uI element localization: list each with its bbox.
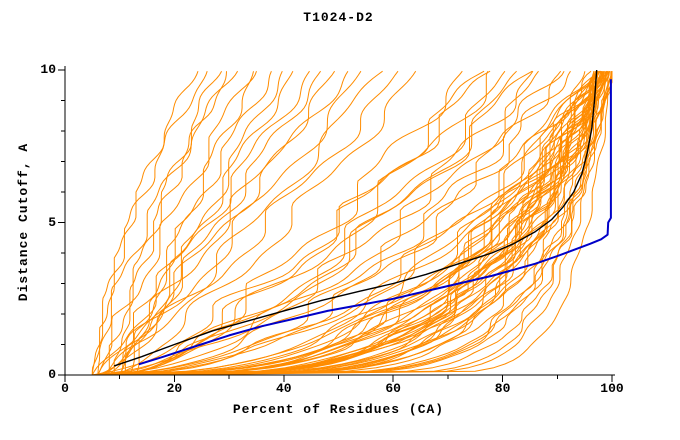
chart-title: T1024-D2	[303, 10, 374, 25]
model-curve	[108, 70, 602, 376]
model-curve	[97, 71, 199, 376]
y-tick-label: 5	[48, 214, 56, 230]
model-curve	[92, 70, 610, 376]
model-curve	[124, 70, 294, 376]
model-curve	[92, 71, 599, 376]
model-curve	[130, 71, 254, 376]
model-curve	[92, 70, 491, 376]
model-curve	[119, 70, 600, 376]
model-curve	[97, 70, 611, 376]
model-curve	[114, 70, 506, 376]
model-curve	[97, 70, 601, 376]
model-curve	[147, 71, 595, 376]
model-curve	[92, 70, 533, 376]
model-curve	[119, 71, 272, 376]
model-curve	[91, 70, 239, 375]
model-curve	[114, 70, 602, 376]
reference-model-black	[113, 69, 598, 367]
model-curve	[97, 70, 600, 376]
model-curve	[103, 71, 599, 376]
model-curve	[119, 71, 608, 376]
model-curve	[136, 71, 602, 376]
model-curve	[114, 70, 517, 376]
model-curve	[114, 70, 417, 376]
model-curve	[102, 70, 383, 376]
y-tick-label: 0	[48, 367, 56, 382]
model-curve	[97, 71, 604, 376]
model-curve	[97, 70, 539, 376]
model-curve	[114, 70, 597, 376]
model-curve	[135, 70, 283, 376]
model-curve	[152, 71, 613, 376]
model-curve	[108, 70, 599, 376]
x-axis-label: Percent of Residues (CA)	[232, 402, 445, 417]
model-curve	[108, 71, 596, 376]
model-curve	[103, 71, 613, 376]
model-curve	[97, 70, 399, 376]
x-tick-label: 80	[494, 381, 511, 396]
x-tick-label: 60	[385, 381, 401, 396]
model-curve	[108, 71, 605, 376]
model-curve	[108, 71, 612, 376]
model-curve	[136, 70, 600, 376]
x-tick-label: 0	[61, 381, 69, 396]
highlight-model-blue	[138, 79, 612, 366]
x-tick-label: 20	[166, 381, 183, 396]
model-curve	[108, 70, 336, 376]
model-curve	[103, 71, 611, 376]
y-tick-label: 10	[40, 62, 56, 77]
x-tick-label: 100	[600, 381, 624, 396]
model-curve	[103, 70, 362, 376]
model-curve	[119, 71, 607, 376]
model-curve	[97, 70, 601, 376]
model-curve	[108, 70, 223, 376]
model-curve	[97, 70, 534, 376]
model-curve	[91, 70, 310, 376]
model-curve	[125, 71, 608, 376]
model-curve	[103, 70, 565, 376]
model-curve	[130, 71, 602, 376]
model-curve	[125, 70, 485, 376]
model-curve	[92, 70, 592, 376]
x-tick-label: 40	[275, 381, 292, 396]
model-curve	[130, 70, 463, 376]
model-curve	[97, 70, 349, 376]
model-curve	[119, 70, 598, 376]
model-curve	[108, 70, 571, 376]
